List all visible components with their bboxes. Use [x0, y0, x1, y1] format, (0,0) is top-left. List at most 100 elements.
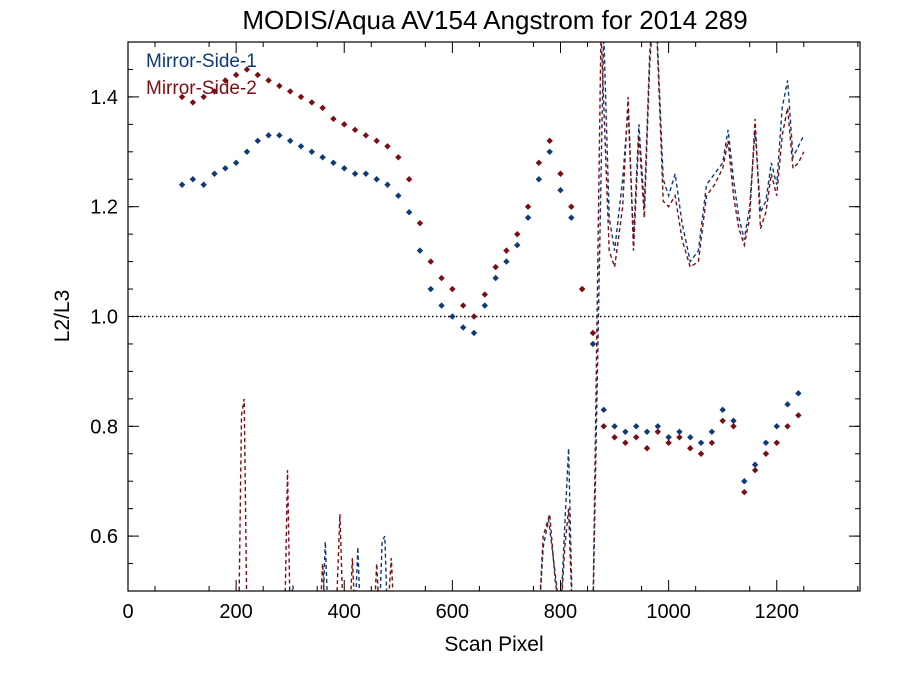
- series-1-point: [568, 214, 575, 221]
- series-2-point: [481, 291, 489, 298]
- series-2-point: [470, 313, 478, 320]
- series-1-point: [557, 187, 564, 194]
- series-2-point: [384, 143, 391, 150]
- series-1-point: [762, 439, 770, 446]
- series-2-point: [438, 274, 445, 282]
- series-2-point: [665, 439, 672, 446]
- series-1-point: [730, 417, 737, 425]
- series-2-point: [308, 99, 316, 106]
- series-2-point: [514, 230, 521, 238]
- series-2-point: [589, 329, 597, 337]
- series-2-point: [200, 93, 207, 101]
- series-2-point: [622, 439, 629, 446]
- x-tick-label: 1000: [646, 601, 691, 623]
- series-2-point: [503, 247, 510, 254]
- series-2-point: [654, 428, 662, 435]
- axes: 0 200 400 600 800 1000 1200 0.6 0.8 1.0 1.2 1.4: [90, 41, 861, 623]
- y-tick-label: 0.6: [90, 526, 118, 548]
- series-2-point: [751, 467, 759, 474]
- series-1-point: [178, 181, 186, 188]
- series-2-point: [784, 423, 791, 430]
- series-1-point: [459, 324, 467, 331]
- series-2-point: [524, 203, 532, 210]
- series-2-point: [265, 77, 272, 84]
- series-1-point: [330, 159, 337, 166]
- series-2-point: [687, 445, 694, 452]
- series-1-point: [319, 154, 326, 161]
- series-2-point: [211, 88, 218, 95]
- x-tick-label: 200: [219, 601, 252, 623]
- series-1-point: [373, 176, 380, 183]
- series-1-point: [232, 159, 240, 166]
- series-1-point: [654, 423, 662, 430]
- series-1-point: [395, 192, 402, 199]
- x-tick-label: 600: [436, 601, 469, 623]
- series-1-point: [449, 313, 456, 320]
- x-tick-label: 800: [544, 601, 577, 623]
- series-1-point: [276, 132, 283, 139]
- series-1-point: [773, 423, 780, 430]
- series-1-point: [427, 285, 434, 293]
- series-1-point: [297, 143, 305, 150]
- series-1-point: [719, 406, 726, 414]
- series-1-point: [341, 165, 348, 172]
- x-tick-label: 1200: [754, 601, 799, 623]
- series-2-point: [676, 434, 683, 441]
- plot-clip-group: [128, 42, 860, 591]
- series-1-point: [665, 434, 672, 441]
- series-2-point: [416, 219, 424, 227]
- series-2-point: [373, 137, 380, 145]
- series-2-point: [189, 99, 197, 106]
- series-1-point: [254, 137, 261, 145]
- series-1-point: [384, 181, 391, 188]
- series-2-point: [546, 137, 553, 145]
- series-1-point: [741, 478, 748, 485]
- series-2-point: [232, 71, 240, 79]
- series-2-dashed-line: [238, 42, 805, 591]
- series-1-point: [470, 329, 478, 337]
- series-1-point: [492, 274, 499, 282]
- y-tick-label: 1.0: [90, 307, 118, 329]
- legend-entry-mirror-side-2: Mirror-Side-2: [146, 78, 257, 99]
- series-2-point: [492, 263, 499, 271]
- series-2-point: [643, 445, 651, 452]
- series-1-point: [784, 401, 791, 408]
- series-1-point: [589, 340, 597, 348]
- series-2-point: [330, 115, 337, 123]
- series-1-point: [416, 247, 424, 254]
- series-2-point: [600, 423, 607, 430]
- series-2-point: [708, 439, 716, 446]
- series-2-point: [697, 450, 705, 457]
- series-2-point: [276, 82, 283, 90]
- series-1-point: [632, 423, 640, 430]
- series-1-point: [687, 434, 694, 441]
- series-2-point: [762, 450, 770, 457]
- series-1-point: [676, 428, 683, 435]
- series-1-point: [643, 428, 651, 435]
- series-2-point: [719, 417, 726, 425]
- series-2-point: [351, 126, 359, 134]
- series-2-point: [795, 412, 802, 419]
- series-1-point: [308, 148, 316, 155]
- series-1-point: [211, 170, 218, 177]
- series-1-point: [222, 165, 229, 172]
- y-tick-label: 1.2: [90, 197, 118, 219]
- series-2-point: [395, 154, 402, 161]
- series-2-point: [427, 258, 434, 265]
- legend-entry-mirror-side-1: Mirror-Side-1: [146, 51, 257, 72]
- x-axis-label: Scan Pixel: [444, 633, 543, 656]
- series-1-point: [351, 170, 359, 177]
- series-1-point: [708, 428, 716, 435]
- series-2-point: [286, 88, 294, 95]
- y-tick-label: 0.8: [90, 416, 118, 438]
- series-2-point: [297, 93, 305, 101]
- series-2-point: [362, 132, 370, 139]
- series-2-point: [254, 71, 261, 79]
- series-1-point: [405, 208, 413, 216]
- series-2-point: [773, 439, 780, 446]
- series-2-point: [459, 302, 467, 309]
- series-2-point: [341, 121, 348, 128]
- series-2-point: [741, 488, 748, 496]
- series-1-point: [622, 428, 629, 435]
